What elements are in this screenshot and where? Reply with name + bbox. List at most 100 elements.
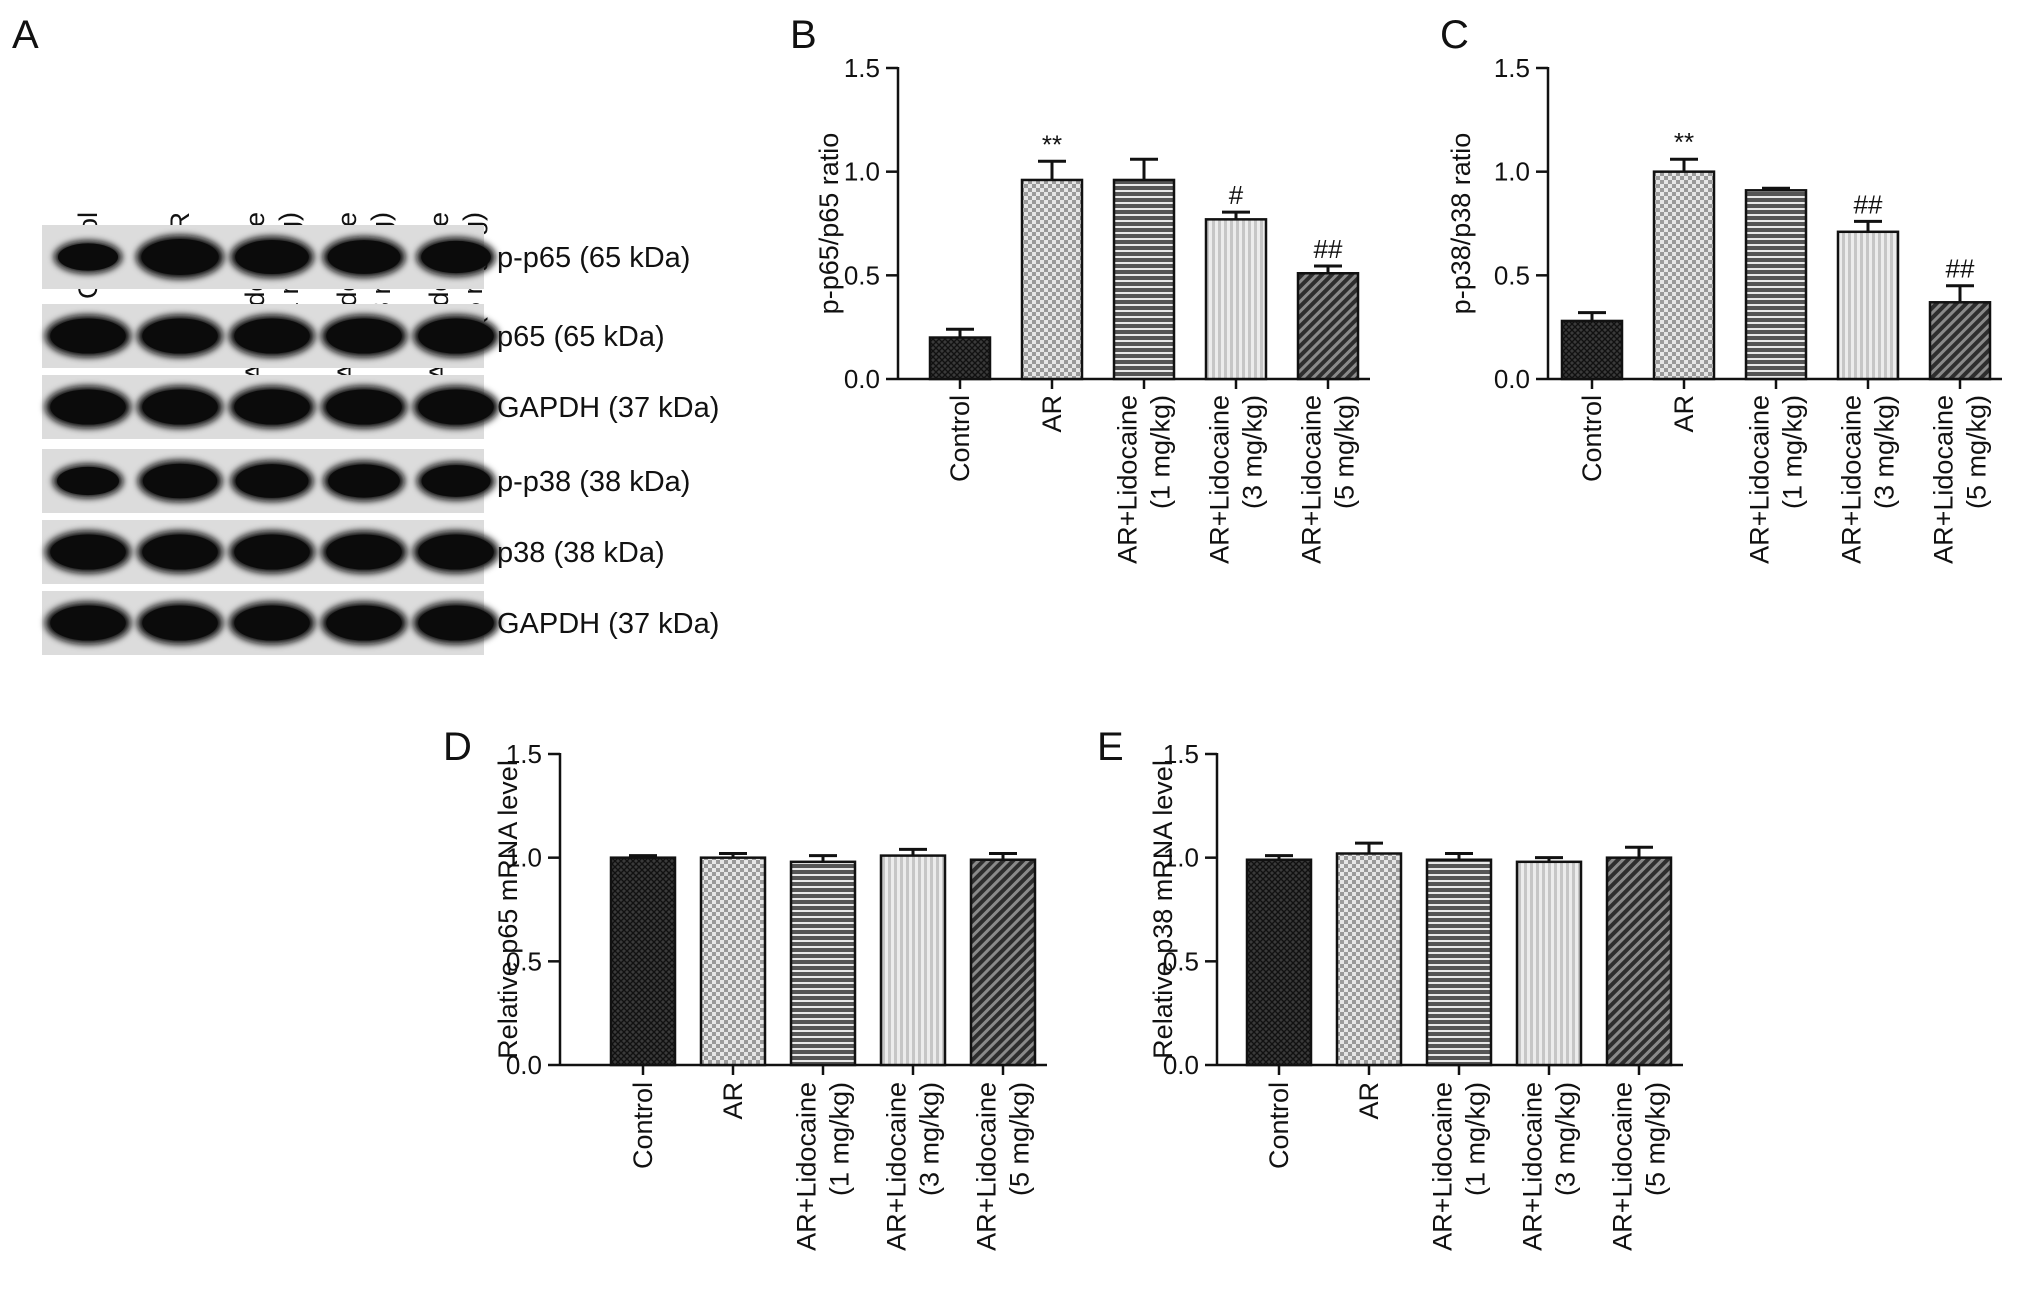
blot-band-core xyxy=(421,465,491,497)
bar xyxy=(1652,170,1716,381)
y-tick-label: 0.0 xyxy=(844,364,880,394)
bar xyxy=(1112,178,1176,381)
category-label: AR xyxy=(1354,1082,1384,1120)
significance-label: ## xyxy=(1314,234,1343,264)
blot-row-label: GAPDH (37 kDa) xyxy=(497,392,719,424)
category-label: (1 mg/kg) xyxy=(1778,395,1808,509)
blot-row-label: p38 (38 kDa) xyxy=(497,537,665,569)
blot-band-core xyxy=(235,239,309,275)
blot-band-core xyxy=(418,605,494,641)
category-label: Control xyxy=(1577,395,1607,482)
bar xyxy=(1836,230,1900,381)
panel-letter-b: B xyxy=(790,13,817,57)
category-label: AR+Lidocaine xyxy=(1929,395,1959,564)
bar xyxy=(879,854,947,1067)
panel-letter-d: D xyxy=(443,725,472,769)
y-tick-label: 1.5 xyxy=(506,739,542,769)
significance-label: # xyxy=(1229,180,1244,210)
y-tick-label: 1.0 xyxy=(506,843,542,873)
category-label: Control xyxy=(945,395,975,482)
blot-band-core xyxy=(421,240,491,274)
category-label: AR xyxy=(1669,395,1699,433)
y-tick-label: 0.5 xyxy=(506,946,542,976)
category-label: AR+Lidocaine xyxy=(972,1082,1002,1251)
significance-label: ** xyxy=(1042,129,1062,159)
bar xyxy=(1335,852,1403,1067)
y-axis-title: Relative p65 mRNA level xyxy=(493,760,523,1059)
blot-row-label: GAPDH (37 kDa) xyxy=(497,608,719,640)
blot-band-core xyxy=(50,605,126,641)
bar xyxy=(1560,319,1624,381)
category-label: (5 mg/kg) xyxy=(1962,395,1992,509)
y-tick-label: 1.5 xyxy=(1494,53,1530,83)
category-label: AR+Lidocaine xyxy=(1745,395,1775,564)
category-label: AR+Lidocaine xyxy=(1837,395,1867,564)
blot-band-core xyxy=(57,466,119,496)
bar xyxy=(699,856,767,1067)
category-label: AR+Lidocaine xyxy=(882,1082,912,1251)
y-tick-label: 0.5 xyxy=(1163,946,1199,976)
blot-band-core xyxy=(235,464,309,498)
significance-label: ** xyxy=(1674,127,1694,157)
category-label: AR xyxy=(718,1082,748,1120)
y-tick-label: 0.5 xyxy=(844,260,880,290)
panel-letter-e: E xyxy=(1097,725,1124,769)
blot-band-core xyxy=(141,238,219,276)
category-label: Control xyxy=(1264,1082,1294,1169)
blot-band-core xyxy=(50,534,126,570)
category-label: AR+Lidocaine xyxy=(1518,1082,1548,1251)
category-label: AR+Lidocaine xyxy=(1113,395,1143,564)
y-axis-title: Relative p38 mRNA level xyxy=(1148,760,1178,1059)
category-label: AR+Lidocaine xyxy=(1297,395,1327,564)
bar xyxy=(1245,858,1313,1067)
y-axis-title: p-p65/p65 ratio xyxy=(814,133,844,315)
category-label: (3 mg/kg) xyxy=(1551,1082,1581,1196)
blot-band-core xyxy=(142,463,218,499)
blot-band-core xyxy=(142,605,218,641)
blot-band-core xyxy=(142,318,218,354)
blot-band-core xyxy=(326,534,402,570)
blot-band-core xyxy=(326,389,402,425)
blot-band-core xyxy=(142,389,218,425)
y-tick-label: 1.5 xyxy=(844,53,880,83)
category-label: AR+Lidocaine xyxy=(1205,395,1235,564)
blot-band-core xyxy=(328,464,400,498)
significance-label: ## xyxy=(1854,189,1883,219)
category-label: AR+Lidocaine xyxy=(792,1082,822,1251)
category-label: Control xyxy=(628,1082,658,1169)
category-label: (1 mg/kg) xyxy=(1146,395,1176,509)
y-tick-label: 0.5 xyxy=(1494,260,1530,290)
bar xyxy=(609,856,677,1067)
bar xyxy=(1425,858,1493,1067)
category-label: (3 mg/kg) xyxy=(1870,395,1900,509)
panel-letter-c: C xyxy=(1440,13,1469,57)
y-tick-label: 0.0 xyxy=(506,1050,542,1080)
y-tick-label: 0.0 xyxy=(1494,364,1530,394)
blot-band-core xyxy=(142,534,218,570)
y-tick-label: 1.0 xyxy=(1163,843,1199,873)
blot-band-core xyxy=(234,605,310,641)
category-label: (5 mg/kg) xyxy=(1330,395,1360,509)
blot-band-core xyxy=(418,534,494,570)
category-label: AR+Lidocaine xyxy=(1428,1082,1458,1251)
category-label: (3 mg/kg) xyxy=(1238,395,1268,509)
significance-label: ## xyxy=(1946,254,1975,284)
blot-band-core xyxy=(234,534,310,570)
blot-row-label: p65 (65 kDa) xyxy=(497,321,665,353)
category-label: AR+Lidocaine xyxy=(1608,1082,1638,1251)
category-label: (5 mg/kg) xyxy=(1005,1082,1035,1196)
blot-band-core xyxy=(50,318,126,354)
bar xyxy=(1928,301,1992,381)
category-label: (3 mg/kg) xyxy=(915,1082,945,1196)
blot-band-core xyxy=(234,318,310,354)
category-label: AR xyxy=(1037,395,1067,433)
category-label: (1 mg/kg) xyxy=(825,1082,855,1196)
category-label: (1 mg/kg) xyxy=(1461,1082,1491,1196)
bar xyxy=(1020,178,1084,381)
blot-band-core xyxy=(327,240,401,274)
